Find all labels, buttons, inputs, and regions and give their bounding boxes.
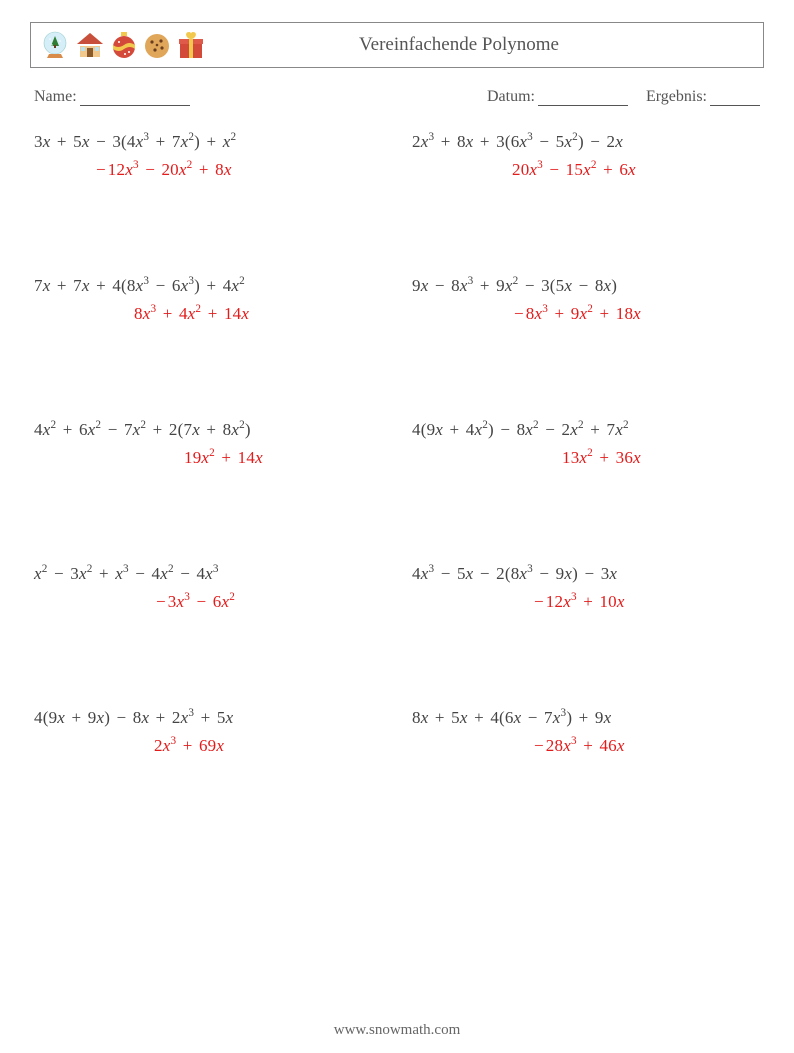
problem-expression: 4x3 − 5x − 2(8x3 − 9x) − 3x — [412, 564, 760, 584]
bauble-icon — [111, 30, 137, 60]
problem-answer: −3x3 − 6x2 — [34, 592, 382, 612]
problem-answer: −28x3 + 46x — [412, 736, 760, 756]
problem-answer: −12x3 + 10x — [412, 592, 760, 612]
problem-3: 7x + 7x + 4(8x3 − 6x3) + 4x2 8x3 + 4x2 + … — [34, 276, 382, 324]
problem-answer: 20x3 − 15x2 + 6x — [412, 160, 760, 180]
problem-answer: 8x3 + 4x2 + 14x — [34, 304, 382, 324]
snowglobe-icon — [41, 30, 69, 60]
problem-5: 4x2 + 6x2 − 7x2 + 2(7x + 8x2) 19x2 + 14x — [34, 420, 382, 468]
problem-expression: 7x + 7x + 4(8x3 − 6x3) + 4x2 — [34, 276, 382, 296]
problem-expression: 4(9x + 4x2) − 8x2 − 2x2 + 7x2 — [412, 420, 760, 440]
result-blank[interactable] — [710, 90, 760, 106]
cookie-icon — [143, 32, 171, 60]
result-label: Ergebnis: — [646, 88, 707, 106]
problem-4: 9x − 8x3 + 9x2 − 3(5x − 8x) −8x3 + 9x2 + … — [412, 276, 760, 324]
header-box: Vereinfachende Polynome — [30, 22, 764, 68]
problem-6: 4(9x + 4x2) − 8x2 − 2x2 + 7x2 13x2 + 36x — [412, 420, 760, 468]
problem-expression: 2x3 + 8x + 3(6x3 − 5x2) − 2x — [412, 132, 760, 152]
footer-text: www.snowmath.com — [0, 1022, 794, 1039]
problem-answer: 19x2 + 14x — [34, 448, 382, 468]
house-icon — [75, 30, 105, 60]
date-blank[interactable] — [538, 90, 628, 106]
gift-icon — [177, 30, 205, 60]
date-label: Datum: — [487, 88, 535, 106]
problem-expression: 4x2 + 6x2 − 7x2 + 2(7x + 8x2) — [34, 420, 382, 440]
problem-expression: 3x + 5x − 3(4x3 + 7x2) + x2 — [34, 132, 382, 152]
problem-answer: 2x3 + 69x — [34, 736, 382, 756]
problem-expression: 4(9x + 9x) − 8x + 2x3 + 5x — [34, 708, 382, 728]
header-icons — [41, 30, 205, 60]
problem-2: 2x3 + 8x + 3(6x3 − 5x2) − 2x 20x3 − 15x2 … — [412, 132, 760, 180]
name-label: Name: — [34, 88, 77, 106]
problem-expression: x2 − 3x2 + x3 − 4x2 − 4x3 — [34, 564, 382, 584]
problem-1: 3x + 5x − 3(4x3 + 7x2) + x2 −12x3 − 20x2 … — [34, 132, 382, 180]
problem-answer: −12x3 − 20x2 + 8x — [34, 160, 382, 180]
problem-answer: 13x2 + 36x — [412, 448, 760, 468]
problems-grid: 3x + 5x − 3(4x3 + 7x2) + x2 −12x3 − 20x2 … — [30, 132, 764, 756]
problem-9: 4(9x + 9x) − 8x + 2x3 + 5x 2x3 + 69x — [34, 708, 382, 756]
worksheet-title: Vereinfachende Polynome — [205, 34, 753, 56]
problem-10: 8x + 5x + 4(6x − 7x3) + 9x −28x3 + 46x — [412, 708, 760, 756]
problem-7: x2 − 3x2 + x3 − 4x2 − 4x3 −3x3 − 6x2 — [34, 564, 382, 612]
problem-expression: 9x − 8x3 + 9x2 − 3(5x − 8x) — [412, 276, 760, 296]
problem-expression: 8x + 5x + 4(6x − 7x3) + 9x — [412, 708, 760, 728]
problem-answer: −8x3 + 9x2 + 18x — [412, 304, 760, 324]
meta-row: Name: Datum: Ergebnis: — [30, 88, 764, 106]
problem-8: 4x3 − 5x − 2(8x3 − 9x) − 3x −12x3 + 10x — [412, 564, 760, 612]
name-blank[interactable] — [80, 90, 190, 106]
